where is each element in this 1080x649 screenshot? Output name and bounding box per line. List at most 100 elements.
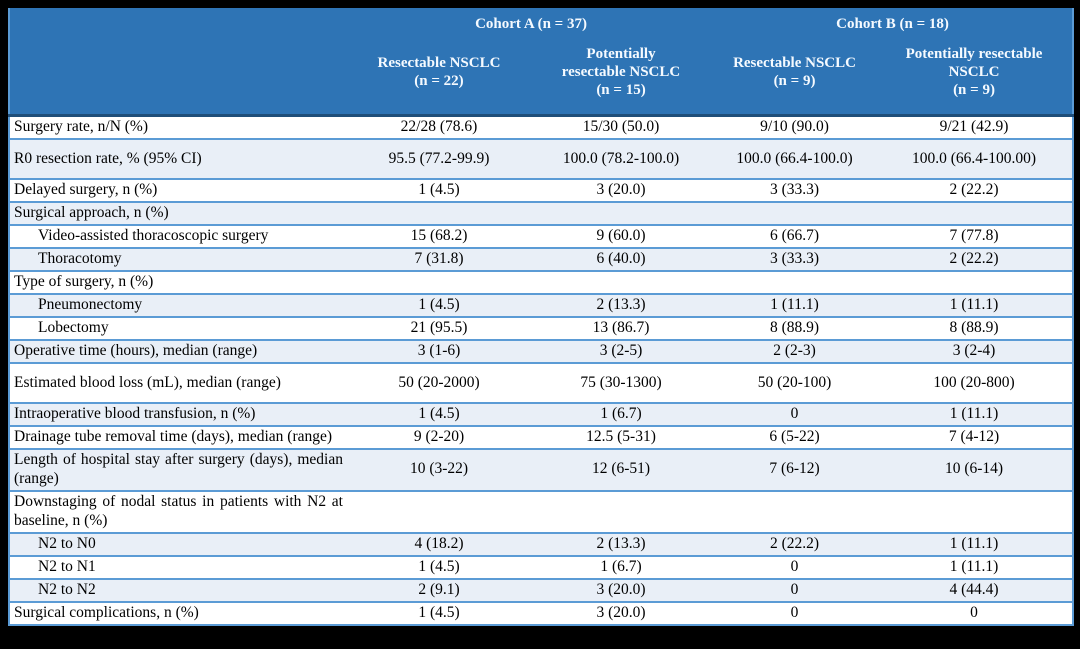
table-row: Estimated blood loss (mL), median (range… xyxy=(9,362,1074,403)
cell-value xyxy=(876,201,1074,225)
cell-value: 1 (6.7) xyxy=(529,402,714,426)
cell-value xyxy=(876,270,1074,294)
row-label: Thoracotomy xyxy=(9,247,349,271)
row-label: Lobectomy xyxy=(9,316,349,340)
cell-value: 100.0 (66.4-100.0) xyxy=(713,138,877,179)
cell-value: 8 (88.9) xyxy=(876,316,1074,340)
cell-value: 10 (3-22) xyxy=(349,448,529,491)
cell-value: 7 (77.8) xyxy=(876,224,1074,248)
row-label: Video-assisted thoracoscopic surgery xyxy=(9,224,349,248)
cell-value: 3 (1-6) xyxy=(349,339,529,363)
cell-value xyxy=(349,489,529,533)
cell-value: 1 (11.1) xyxy=(876,402,1074,426)
cell-value: 2 (2-3) xyxy=(713,339,877,363)
cell-value xyxy=(529,201,714,225)
cell-value xyxy=(713,201,877,225)
cell-value: 7 (6-12) xyxy=(713,448,877,491)
table-header: Cohort A (n = 37) Cohort B (n = 18) Rese… xyxy=(9,8,1074,116)
table-row: Lobectomy 21 (95.5) 13 (86.7) 8 (88.9) 8 (88… xyxy=(9,316,1074,340)
cell-value: 7 (31.8) xyxy=(349,247,529,271)
table-row: Delayed surgery, n (%) 1 (4.5) 3 (20.0) 3 (… xyxy=(9,178,1074,202)
cell-value: 8 (88.9) xyxy=(713,316,877,340)
cell-value: 75 (30-1300) xyxy=(529,362,714,403)
row-label: Surgical approach, n (%) xyxy=(9,201,349,225)
row-label: N2 to N2 xyxy=(9,577,349,602)
table-row: Surgical approach, n (%) xyxy=(9,201,1074,225)
column-header-potentially-resectable-a: Potentially resectable NSCLC (n = 15) xyxy=(529,36,714,116)
table-row: Pneumonectomy 1 (4.5) 2 (13.3) 1 (11.1) 1 (1… xyxy=(9,293,1074,317)
row-label: Length of hospital stay after surgery (d… xyxy=(9,448,349,491)
table-row: Drainage tube removal time (days), media… xyxy=(9,425,1074,449)
cell-value: 12 (6-51) xyxy=(529,448,714,491)
row-label: Type of surgery, n (%) xyxy=(9,270,349,294)
cell-value: 1 (11.1) xyxy=(876,531,1074,556)
cell-value: 50 (20-2000) xyxy=(349,362,529,403)
cohort-header-row: Cohort A (n = 37) Cohort B (n = 18) xyxy=(9,8,1074,116)
cell-value: 15 (68.2) xyxy=(349,224,529,248)
table-row: Downstaging of nodal status in patients … xyxy=(9,489,1074,533)
cell-value: 2 (13.3) xyxy=(529,293,714,317)
cell-value: 2 (13.3) xyxy=(529,531,714,556)
cell-value: 6 (66.7) xyxy=(713,224,877,248)
cell-value xyxy=(529,489,714,533)
table-row: Type of surgery, n (%) xyxy=(9,270,1074,294)
cell-value: 3 (20.0) xyxy=(529,577,714,602)
row-label: Surgical complications, n (%) xyxy=(9,600,349,625)
cell-value: 4 (44.4) xyxy=(876,577,1074,602)
cell-value: 7 (4-12) xyxy=(876,425,1074,449)
cell-value: 1 (6.7) xyxy=(529,554,714,579)
cell-value xyxy=(349,201,529,225)
cell-value: 1 (11.1) xyxy=(713,293,877,317)
table-row: Intraoperative blood transfusion, n (%) 1… xyxy=(9,402,1074,426)
cell-value: 3 (20.0) xyxy=(529,178,714,202)
row-label: Downstaging of nodal status in patients … xyxy=(9,489,349,533)
cell-value: 1 (4.5) xyxy=(349,178,529,202)
cell-value: 1 (4.5) xyxy=(349,554,529,579)
cell-value: 13 (86.7) xyxy=(529,316,714,340)
cell-value: 4 (18.2) xyxy=(349,531,529,556)
cell-value: 3 (2-4) xyxy=(876,339,1074,363)
cell-value: 0 xyxy=(876,600,1074,625)
row-label: Surgery rate, n/N (%) xyxy=(14,118,149,136)
cell-value: 0 xyxy=(713,600,877,625)
cell-value: 3 (20.0) xyxy=(529,600,714,625)
table-row: N2 to N0 4 (18.2) 2 (13.3) 2 (22.2) 1 (11.1) xyxy=(9,531,1074,556)
table-row: Length of hospital stay after surgery (d… xyxy=(9,448,1074,491)
row-label: Estimated blood loss (mL), median (range… xyxy=(9,362,349,403)
cell-value: 95.5 (77.2-99.9) xyxy=(349,138,529,179)
cell-value: 0 xyxy=(713,402,877,426)
cell-value: 9 (60.0) xyxy=(529,224,714,248)
cell-value: 0 xyxy=(713,554,877,579)
row-label: R0 resection rate, % (95% CI) xyxy=(9,138,349,179)
cell-value: 6 (40.0) xyxy=(529,247,714,271)
table-row: Thoracotomy 7 (31.8) 6 (40.0) 3 (33.3) 2 (22… xyxy=(9,247,1074,271)
cell-value: 100.0 (78.2-100.0) xyxy=(529,138,714,179)
cell-value: 2 (22.2) xyxy=(876,247,1074,271)
table-row: Surgical complications, n (%) 1 (4.5) 3 (2… xyxy=(9,600,1074,625)
cell-value: 2 (9.1) xyxy=(349,577,529,602)
cell-value: 12.5 (5-31) xyxy=(529,425,714,449)
cell-value: 3 (33.3) xyxy=(713,247,877,271)
cell-value xyxy=(713,489,877,533)
cell-value: 3 (2-5) xyxy=(529,339,714,363)
column-header-resectable-a: Resectable NSCLC (n = 22) xyxy=(349,36,529,116)
table-row: R0 resection rate, % (95% CI) 95.5 (77.2-… xyxy=(9,138,1074,179)
cell-value: 22/28 (78.6) xyxy=(400,118,478,136)
header-corner-cell xyxy=(9,8,349,116)
cell-value xyxy=(876,489,1074,533)
cell-value: 21 (95.5) xyxy=(349,316,529,340)
row-label: N2 to N0 xyxy=(9,531,349,556)
cell-value: 9/10 (90.0) xyxy=(760,118,829,136)
cell-value: 1 (4.5) xyxy=(349,402,529,426)
cell-value: 0 xyxy=(713,577,877,602)
cell-value: 100.0 (66.4-100.00) xyxy=(876,138,1074,179)
row-label: Pneumonectomy xyxy=(9,293,349,317)
cell-value xyxy=(529,270,714,294)
row-label: Drainage tube removal time (days), media… xyxy=(9,425,349,449)
row-label: Operative time (hours), median (range) xyxy=(9,339,349,363)
table-row: N2 to N1 1 (4.5) 1 (6.7) 0 1 (11.1) xyxy=(9,554,1074,579)
cell-value xyxy=(349,270,529,294)
row-label: Delayed surgery, n (%) xyxy=(9,178,349,202)
cell-value: 2 (22.2) xyxy=(876,178,1074,202)
